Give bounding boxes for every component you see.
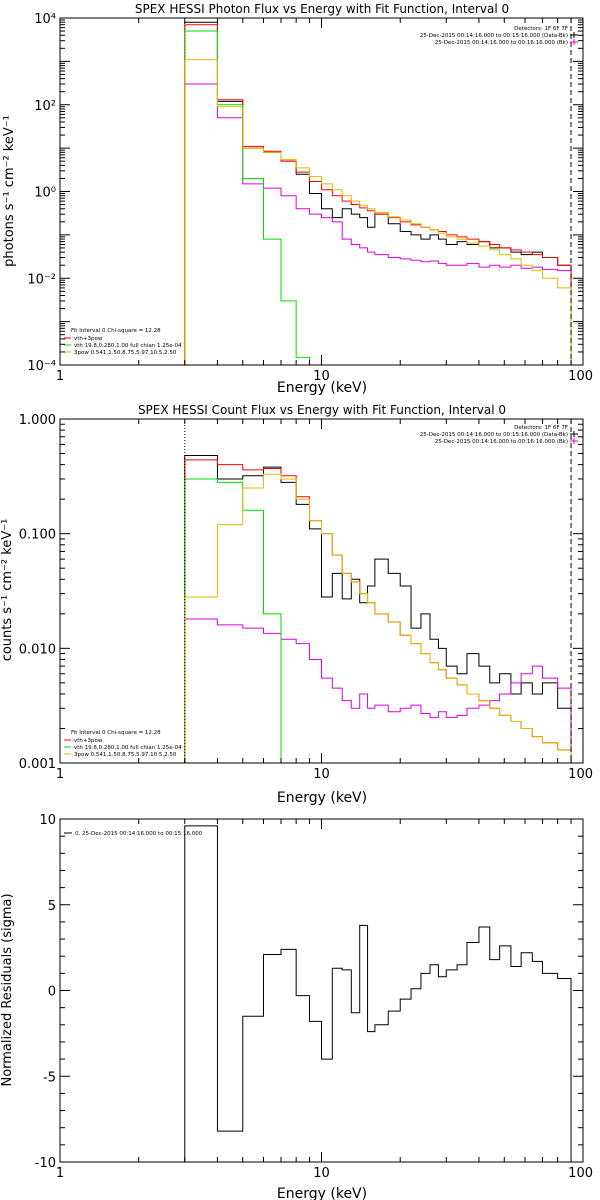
y-tick-label: 10²: [34, 99, 56, 114]
residuals-panel: Normalized Residuals (sigma) Energy (keV…: [0, 813, 593, 1200]
series-3pow: [184, 473, 572, 763]
photon-flux-legend-fit: Fit Interval 0 Chi-square = 12.28: [71, 328, 161, 334]
count-flux-legend-vth3pow: vth+3pow: [74, 738, 103, 744]
x-tick-label: 10: [313, 1166, 330, 1181]
series-bk: [184, 83, 572, 365]
x-tick-label: 1: [56, 1166, 64, 1181]
x-tick-label: 10: [313, 767, 330, 782]
plot-frame: [59, 818, 584, 1163]
photon-flux-ylabel: photons s⁻¹ cm⁻² keV⁻¹: [2, 115, 17, 267]
x-tick-label: 1: [56, 767, 64, 782]
residuals-ylabel: Normalized Residuals (sigma): [0, 893, 15, 1086]
series-data-bk: [184, 21, 572, 365]
x-tick-label: 100: [568, 1166, 593, 1181]
y-tick-label: 10⁻²: [27, 272, 56, 287]
count-flux-xlabel: Energy (keV): [277, 790, 367, 806]
plot-area: [184, 21, 572, 365]
photon-flux-legend-top-2: 25-Dec-2015 00:14:16.000 to 00:15:16.000…: [420, 33, 568, 39]
y-tick-label: 0: [48, 985, 56, 1000]
y-tick-label: 0.001: [19, 757, 56, 772]
y-tick-label: 10⁻⁴: [27, 359, 56, 374]
series-3pow: [184, 59, 572, 365]
y-tick-label: 10⁰: [34, 186, 56, 201]
count-flux-legend-3pow: 3pow 0.541,1.50,8.75,5.97,10.5,2.50: [74, 752, 177, 758]
count-flux-legend-fit: Fit Interval 0 Chi-square = 12.28: [71, 730, 161, 736]
series-vth: [184, 478, 282, 763]
series-0-25-dec-2015-00-14-16-000-to-00-15-16-000: [184, 825, 572, 1162]
plot-area: [184, 825, 572, 1162]
series-vth: [184, 30, 311, 365]
plot-frame: [59, 17, 584, 366]
photon-flux-legend-vth: vth 19.8,0.280,1.00 full chian 1.25e-04: [74, 343, 182, 349]
count-flux-legend-top-1: Detectors: 1F 6F 7F: [514, 425, 568, 431]
y-tick-label: 0.010: [19, 642, 56, 657]
count-flux-legend-top-2: 25-Dec-2015 00:14:16.000 to 00:15:16.000…: [420, 432, 568, 438]
y-tick-label: 10: [39, 813, 56, 828]
photon-flux-legend-top-3: 25-Dec-2015 00:14:16.000 to 00:16:16.000…: [435, 40, 568, 46]
y-tick-label: 5: [48, 899, 56, 914]
x-tick-label: 100: [568, 369, 593, 384]
x-tick-label: 1: [56, 369, 64, 384]
y-tick-label: 10⁴: [34, 12, 56, 27]
residuals-xlabel: Energy (keV): [277, 1186, 367, 1200]
photon-flux-legend-3pow: 3pow 0.541,1.50,8.75,5.97,10.5,2.50: [74, 350, 177, 356]
series-bk: [184, 618, 572, 763]
photon-flux-title: SPEX HESSI Photon Flux vs Energy with Fi…: [135, 2, 509, 16]
y-tick-label: 0.100: [19, 528, 56, 543]
y-tick-label: -5: [43, 1070, 56, 1085]
plot-area: [184, 455, 572, 763]
count-flux-legend-top-3: 25-Dec-2015 00:14:16.000 to 00:16:16.000…: [435, 439, 568, 445]
count-flux-panel: SPEX HESSI Count Flux vs Energy with Fit…: [0, 403, 593, 806]
y-tick-label: -10: [35, 1156, 56, 1171]
count-flux-title: SPEX HESSI Count Flux vs Energy with Fit…: [138, 403, 506, 417]
x-tick-label: 10: [313, 369, 330, 384]
y-tick-label: 1.000: [19, 413, 56, 428]
photon-flux-legend-top-1: Detectors: 1F 6F 7F: [514, 26, 568, 32]
x-tick-label: 100: [568, 767, 593, 782]
series-vth-3pow: [184, 24, 572, 365]
photon-flux-legend-vth3pow: vth+3pow: [74, 336, 103, 342]
photon-flux-xlabel: Energy (keV): [277, 380, 367, 396]
residuals-legend: 0. 25-Dec-2015 00:14:16.000 to 00:15:16.…: [75, 831, 203, 837]
count-flux-ylabel: counts s⁻¹ cm⁻² keV⁻¹: [0, 519, 15, 662]
count-flux-legend-vth: vth 19.8,0.280,1.00 full chian 1.25e-04: [74, 745, 182, 751]
photon-flux-panel: SPEX HESSI Photon Flux vs Energy with Fi…: [2, 2, 593, 396]
